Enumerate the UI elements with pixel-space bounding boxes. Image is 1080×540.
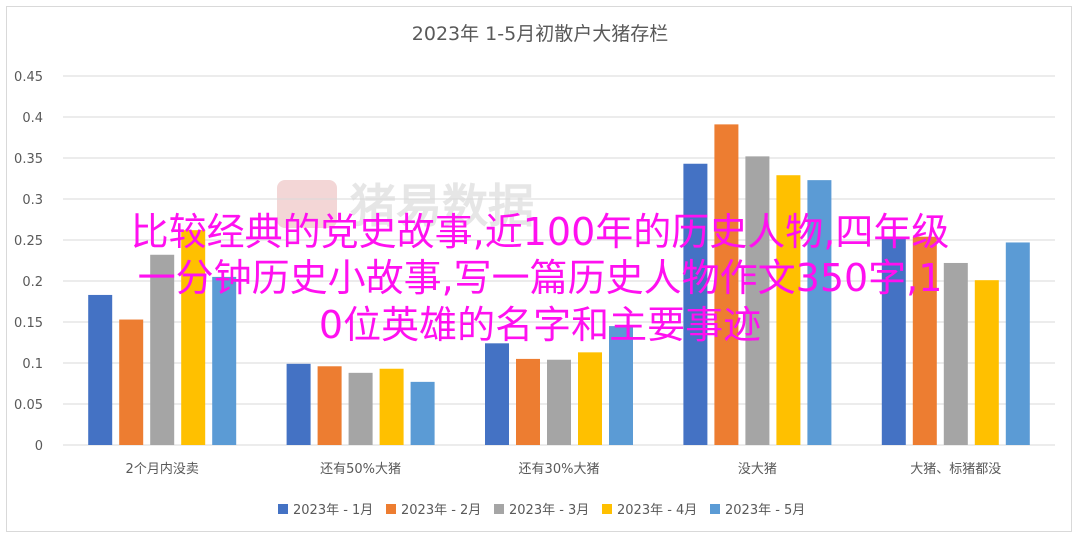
x-category-label: 2个月内没卖 [126,461,199,477]
legend-swatch [386,504,396,514]
bar [547,359,571,445]
bar [609,326,633,445]
bar [683,163,708,446]
x-category-label: 还有30%大猪 [519,462,600,477]
watermark-text: 猪易数据 [350,179,534,233]
bar [317,366,342,445]
y-tick-label: 0.1 [22,357,43,372]
bar [410,381,435,445]
legend-label: 2023年 - 5月 [725,503,805,518]
y-tick-label: 0.3 [22,193,43,208]
bar [776,175,801,445]
y-tick-label: 0.05 [14,398,43,413]
bar [881,237,906,445]
bar [974,280,999,445]
bar [714,124,739,445]
legend-swatch [278,504,288,514]
bar [212,276,237,445]
y-tick-label: 0 [35,439,43,454]
bar [745,156,770,446]
bar [88,294,113,445]
x-category-label: 没大猪 [738,462,777,477]
legend-swatch [494,504,504,514]
bar [485,343,509,445]
legend-label: 2023年 - 3月 [509,503,589,518]
y-tick-label: 0.2 [22,275,43,290]
overlay-line-3: 0位英雄的名字和主要事迹 [318,303,762,347]
watermark-logo [277,180,337,228]
y-tick-label: 0.25 [14,234,43,249]
bar [807,180,832,445]
bar [516,358,540,445]
legend-label: 2023年 - 2月 [401,503,481,518]
y-tick-label: 0.35 [14,152,43,167]
y-tick-label: 0.45 [14,70,43,85]
chart-title: 2023年 1-5月初散户大猪存栏 [412,23,668,45]
bar [286,363,311,445]
bar [943,262,968,445]
bar [119,319,144,445]
legend-swatch [710,504,720,514]
legend-label: 2023年 - 4月 [617,503,697,518]
overlay-line-2: 一分钟历史小故事,写一篇历史人物作文350字,1 [137,256,943,300]
bar [181,230,206,445]
y-tick-label: 0.15 [14,316,43,331]
bar [348,372,373,445]
bar [578,352,602,445]
y-tick-label: 0.4 [22,111,43,126]
bar [912,236,937,445]
watermark: 猪易数据 [277,179,534,233]
x-category-label: 大猪、标猪都没 [910,462,1001,477]
bar [1005,242,1030,445]
legend-swatch [602,504,612,514]
legend-label: 2023年 - 1月 [293,503,373,518]
bar [379,368,404,445]
overlay-line-1: 比较经典的党史故事,近100年的历史人物,四年级 [130,210,950,254]
bar [150,254,175,445]
x-category-label: 还有50%大猪 [320,462,401,477]
